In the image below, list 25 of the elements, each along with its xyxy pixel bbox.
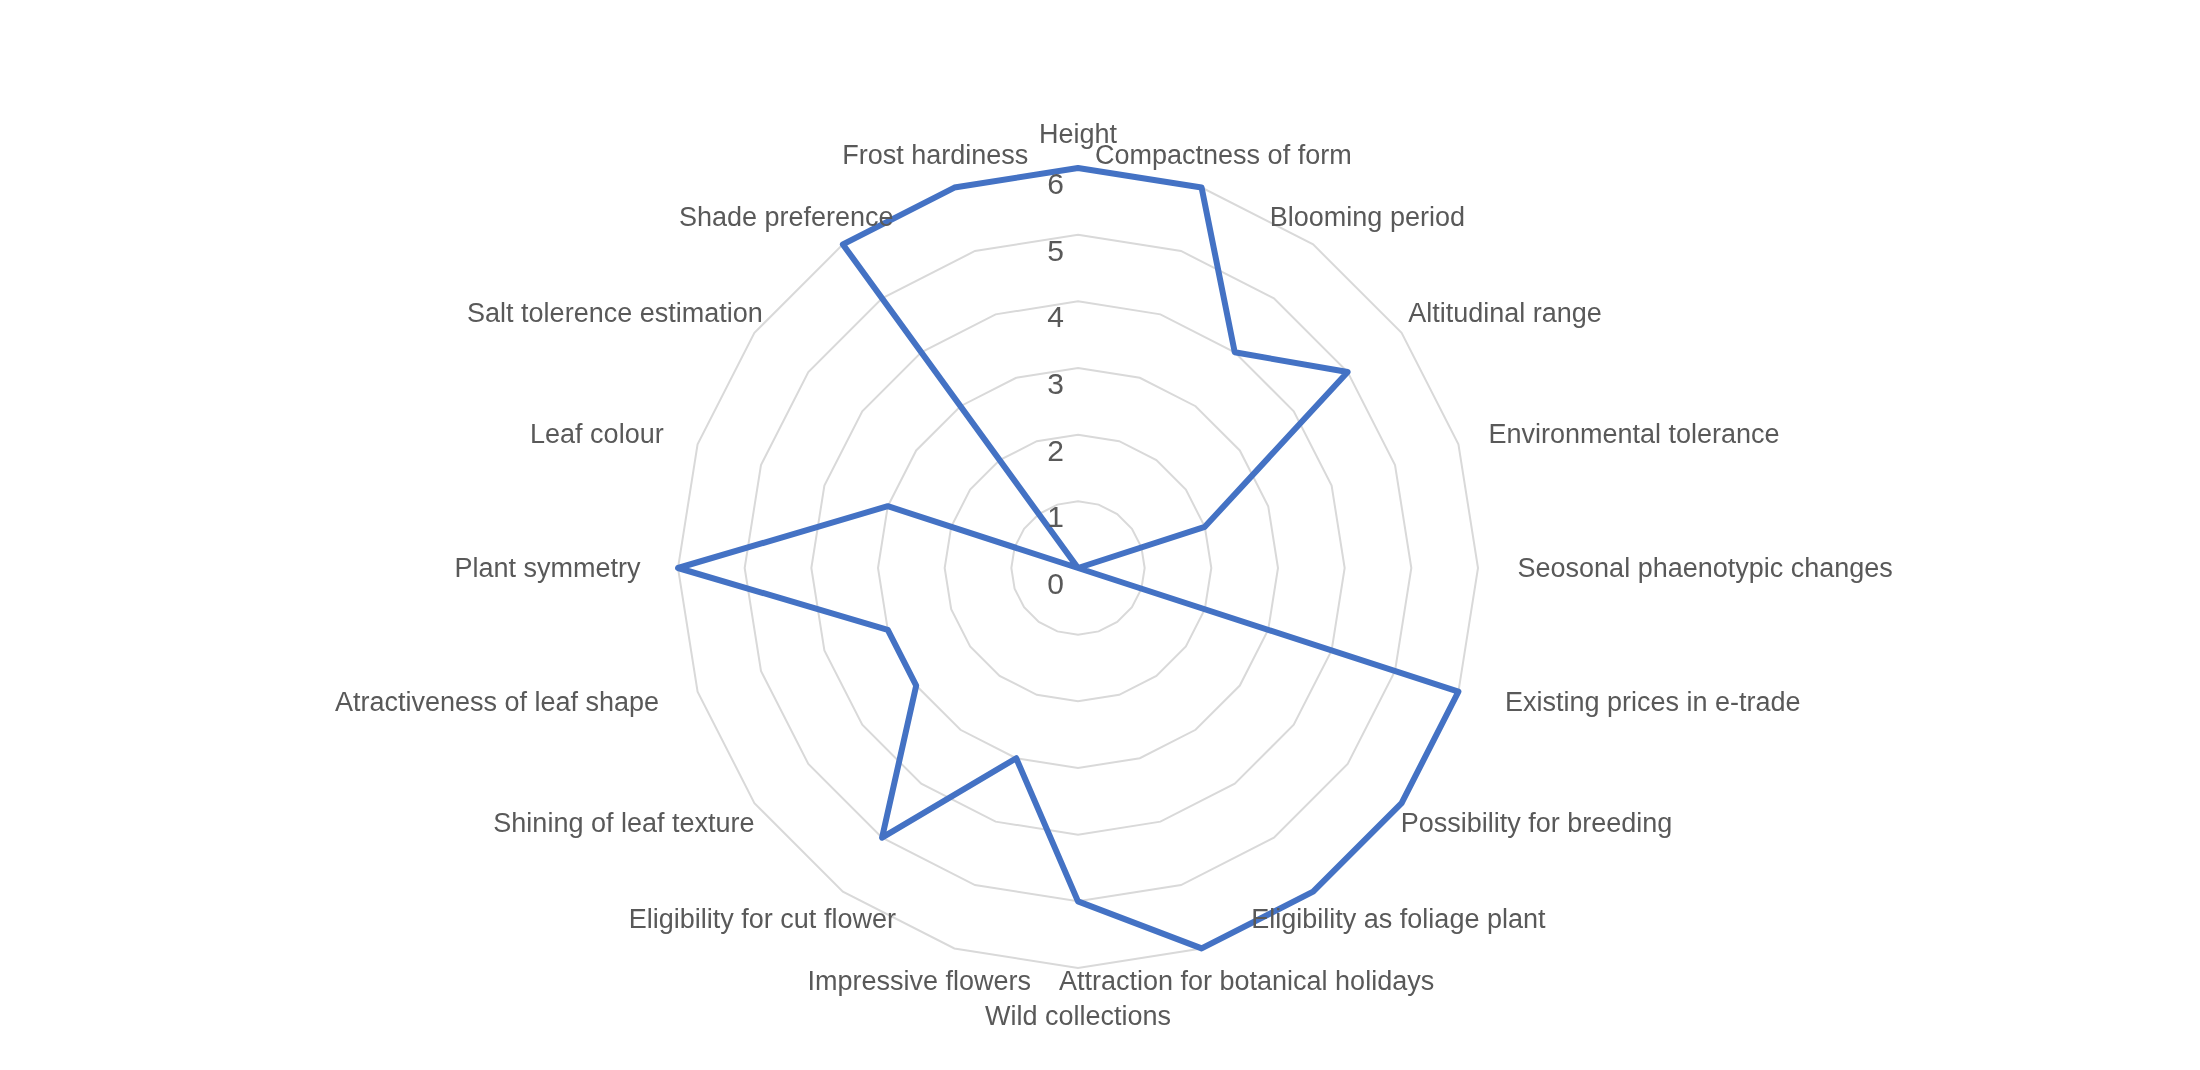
spoke-label: Atractiveness of leaf shape — [334, 687, 660, 718]
spoke-label: Shining of leaf texture — [493, 808, 755, 839]
spoke-label: Eligibility as foliage plant — [1251, 904, 1546, 935]
spoke-label: Leaf colour — [530, 418, 664, 449]
spoke-label: Salt tolerence estimation — [467, 297, 763, 328]
y-tick-label: 4 — [1047, 300, 1064, 334]
spoke-label: Shade preference — [678, 201, 894, 232]
spoke-label: Blooming period — [1269, 201, 1465, 232]
spoke-label: Possibility for breeding — [1400, 808, 1673, 839]
spoke-label: Frost hardiness — [842, 140, 1029, 171]
spoke-label: Plant symmetry — [454, 553, 641, 583]
spoke-label: Impressive flowers — [807, 965, 1032, 996]
y-tick-label: 1 — [1047, 500, 1064, 534]
spoke-label: Attraction for botanical holidays — [1058, 965, 1435, 996]
y-tick-label: 5 — [1047, 233, 1064, 267]
spoke-label: Eligibility for cut flower — [628, 904, 896, 935]
y-tick-label: 6 — [1047, 167, 1064, 200]
spoke-label: Altitudinal range — [1408, 297, 1602, 328]
spoke-label: Seosonal phaenotypic changes — [1517, 553, 1893, 583]
y-tick-label: 0 — [1047, 567, 1064, 600]
y-tick-label: 2 — [1047, 433, 1064, 467]
y-tick-label: 3 — [1047, 367, 1064, 400]
spoke-label: Existing prices in e-trade — [1504, 687, 1801, 718]
spoke-label: Wild collections — [984, 1001, 1172, 1031]
spoke-label: Environmental tolerance — [1488, 418, 1780, 449]
